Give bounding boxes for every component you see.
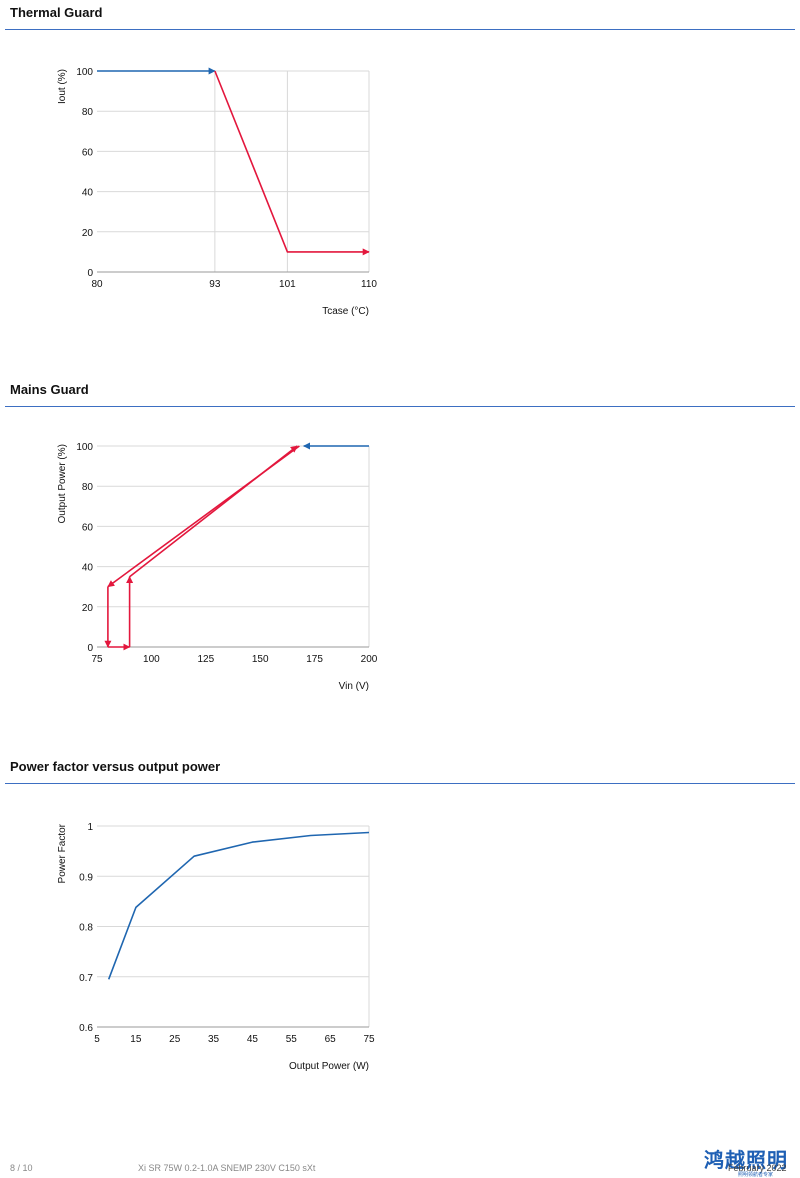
y-tick-label: 0: [87, 268, 93, 279]
x-tick-label: 150: [252, 654, 269, 665]
y-axis-label: Output Power (%): [57, 444, 68, 523]
y-axis-label: Iout (%): [57, 69, 68, 104]
x-axis-label: Tcase (°C): [322, 306, 369, 317]
series-line: [129, 445, 298, 578]
section-title-thermal-guard: Thermal Guard: [10, 5, 103, 20]
x-tick-label: 45: [247, 1034, 259, 1045]
watermark-logo: 鸿越照明: [704, 1148, 788, 1172]
section-divider: [5, 406, 795, 407]
x-tick-label: 100: [143, 654, 160, 665]
y-tick-label: 0: [87, 643, 93, 654]
x-tick-label: 93: [209, 279, 221, 290]
y-tick-label: 0.7: [79, 973, 93, 984]
y-tick-label: 100: [76, 67, 93, 78]
section-title-power-factor: Power factor versus output power: [10, 759, 221, 774]
x-axis-label: Vin (V): [339, 681, 369, 692]
y-tick-label: 100: [76, 442, 93, 453]
y-tick-label: 20: [82, 603, 94, 614]
section-divider: [5, 29, 795, 30]
y-tick-label: 40: [82, 188, 94, 199]
x-tick-label: 5: [94, 1034, 100, 1045]
y-tick-label: 40: [82, 563, 94, 574]
y-tick-label: 80: [82, 482, 94, 493]
thermal-guard-chart: 0 20 40 60 80 100 80 93 101 110 Tcase (°C) Iout (%): [57, 67, 377, 317]
x-tick-label: 15: [130, 1034, 142, 1045]
y-tick-label: 60: [82, 522, 94, 533]
x-tick-label: 110: [361, 279, 377, 290]
x-tick-label: 55: [286, 1034, 298, 1045]
y-tick-label: 0.9: [79, 872, 93, 883]
y-tick-label: 0.8: [79, 923, 93, 934]
y-tick-label: 0.6: [79, 1023, 93, 1034]
x-tick-label: 75: [363, 1034, 375, 1045]
y-tick-label: 80: [82, 107, 94, 118]
x-tick-label: 65: [325, 1034, 337, 1045]
page-number: 8 / 10: [10, 1163, 33, 1173]
x-tick-label: 101: [279, 279, 296, 290]
x-tick-label: 25: [169, 1034, 181, 1045]
y-tick-label: 60: [82, 147, 94, 158]
x-tick-label: 175: [306, 654, 323, 665]
x-tick-label: 125: [197, 654, 214, 665]
y-tick-label: 20: [82, 228, 94, 239]
y-tick-label: 1: [87, 822, 93, 833]
mains-guard-chart: 0 20 40 60 80 100 75 100 125 150 175 200 Vin (V) Outp…: [57, 442, 378, 692]
x-tick-label: 35: [208, 1034, 220, 1045]
section-title-mains-guard: Mains Guard: [10, 382, 89, 397]
x-tick-label: 75: [91, 654, 103, 665]
x-tick-label: 80: [91, 279, 103, 290]
series-line: [214, 70, 370, 256]
x-axis-label: Output Power (W): [289, 1061, 369, 1072]
section-divider: [5, 783, 795, 784]
product-name: Xi SR 75W 0.2-1.0A SNEMP 230V C150 sXt: [138, 1163, 316, 1173]
document-date: February 2022: [728, 1163, 787, 1173]
watermark-subtext: 照明领航者专家: [738, 1172, 774, 1178]
series-line: [107, 831, 370, 980]
y-axis-label: Power Factor: [57, 823, 68, 883]
x-tick-label: 200: [361, 654, 378, 665]
